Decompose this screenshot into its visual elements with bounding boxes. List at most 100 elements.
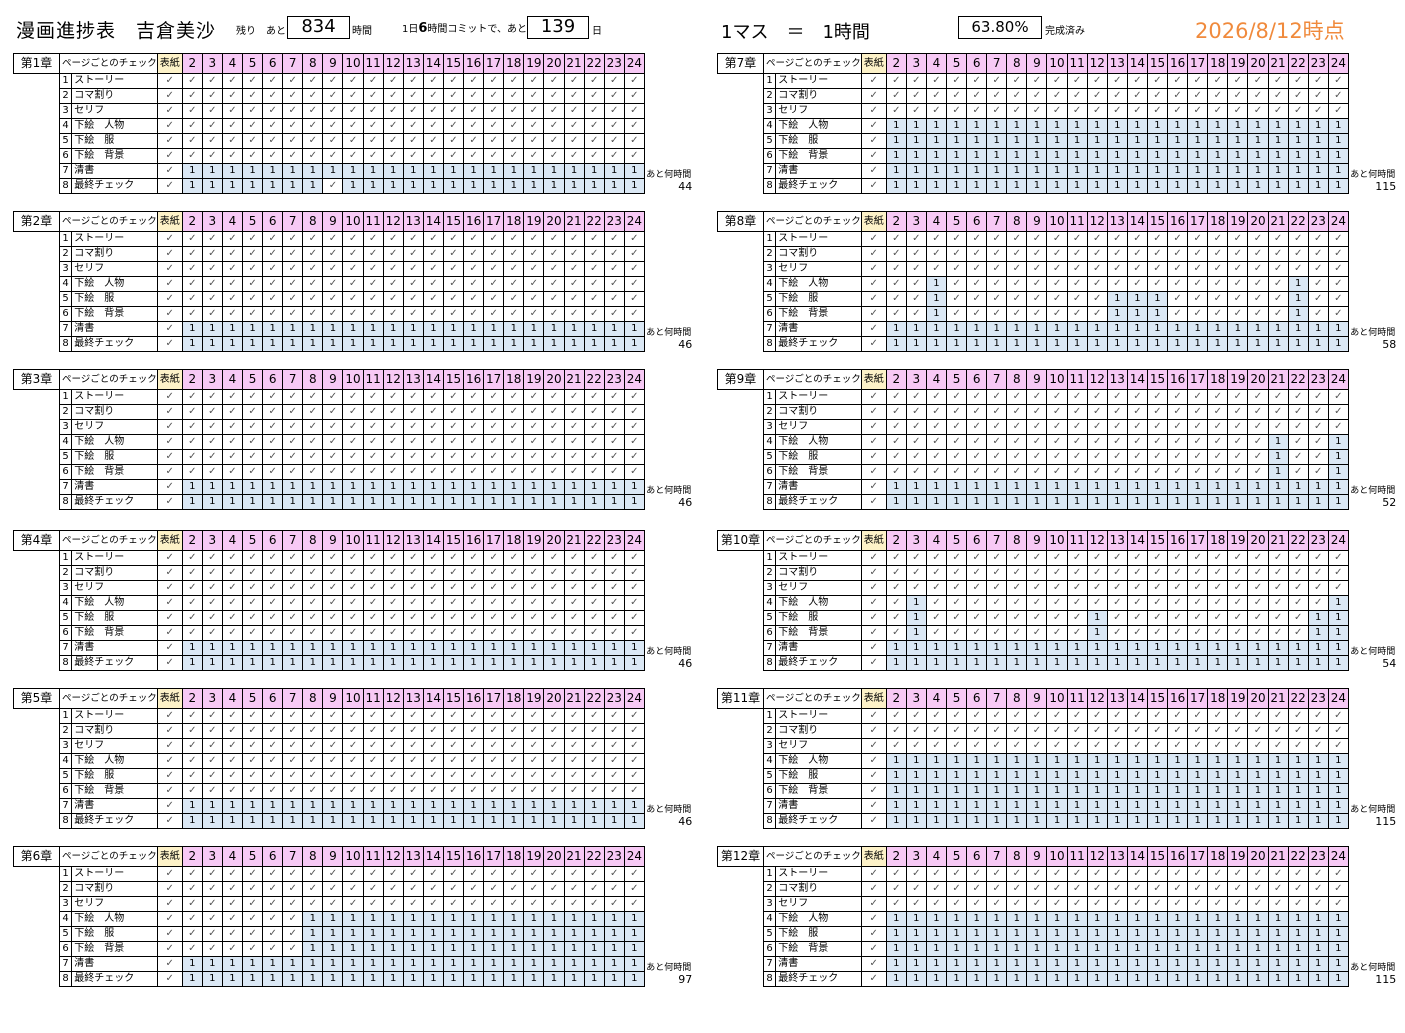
done-check-cell[interactable]: ✓ [442,261,465,277]
todo-hour-cell[interactable]: 1 [1187,768,1209,784]
done-check-cell[interactable]: ✓ [966,404,988,420]
todo-hour-cell[interactable]: 1 [583,926,605,942]
done-check-cell[interactable]: ✓ [1126,276,1148,292]
todo-hour-cell[interactable]: 1 [543,956,565,972]
cover-cell[interactable]: ✓ [156,610,183,626]
todo-hour-cell[interactable]: 1 [342,494,364,510]
done-check-cell[interactable]: ✓ [966,73,988,89]
todo-hour-cell[interactable]: 1 [945,911,968,927]
done-check-cell[interactable]: ✓ [402,276,424,292]
todo-hour-cell[interactable]: 1 [1247,941,1269,957]
todo-hour-cell[interactable]: 1 [905,798,927,814]
done-check-cell[interactable]: ✓ [342,246,364,262]
done-check-cell[interactable]: ✓ [986,896,1008,912]
done-check-cell[interactable]: ✓ [241,276,264,292]
done-check-cell[interactable]: ✓ [463,73,485,89]
cover-cell[interactable]: ✓ [860,231,887,247]
done-check-cell[interactable]: ✓ [563,881,585,897]
todo-hour-cell[interactable]: 1 [362,798,384,814]
done-check-cell[interactable]: ✓ [563,291,585,307]
done-check-cell[interactable]: ✓ [1106,610,1128,626]
todo-hour-cell[interactable]: 1 [623,494,645,510]
done-check-cell[interactable]: ✓ [603,625,625,641]
todo-hour-cell[interactable]: 1 [221,655,244,671]
todo-hour-cell[interactable]: 1 [885,118,907,134]
done-check-cell[interactable]: ✓ [543,261,565,277]
done-check-cell[interactable]: ✓ [1146,276,1169,292]
done-check-cell[interactable]: ✓ [302,464,324,480]
todo-hour-cell[interactable]: 1 [442,926,465,942]
todo-hour-cell[interactable]: 1 [966,971,988,987]
done-check-cell[interactable]: ✓ [1187,291,1209,307]
done-check-cell[interactable]: ✓ [483,753,505,769]
todo-hour-cell[interactable]: 1 [1327,971,1349,987]
done-check-cell[interactable]: ✓ [282,148,304,164]
done-check-cell[interactable]: ✓ [1247,404,1269,420]
done-check-cell[interactable]: ✓ [221,449,244,465]
done-check-cell[interactable]: ✓ [885,708,907,724]
todo-hour-cell[interactable]: 1 [342,336,364,352]
todo-hour-cell[interactable]: 1 [583,479,605,495]
done-check-cell[interactable]: ✓ [342,768,364,784]
todo-hour-cell[interactable]: 1 [925,941,948,957]
todo-hour-cell[interactable]: 1 [986,768,1008,784]
todo-hour-cell[interactable]: 1 [583,321,605,337]
done-check-cell[interactable]: ✓ [1086,708,1108,724]
done-check-cell[interactable]: ✓ [1287,231,1309,247]
done-check-cell[interactable]: ✓ [583,449,605,465]
done-check-cell[interactable]: ✓ [362,580,384,596]
todo-hour-cell[interactable]: 1 [885,494,907,510]
todo-hour-cell[interactable]: 1 [1267,768,1289,784]
done-check-cell[interactable]: ✓ [925,246,948,262]
todo-hour-cell[interactable]: 1 [885,479,907,495]
done-check-cell[interactable]: ✓ [503,246,525,262]
todo-hour-cell[interactable]: 1 [463,336,485,352]
todo-hour-cell[interactable]: 1 [1167,479,1189,495]
todo-hour-cell[interactable]: 1 [1066,336,1088,352]
done-check-cell[interactable]: ✓ [543,723,565,739]
todo-hour-cell[interactable]: 1 [966,640,988,656]
todo-hour-cell[interactable]: 1 [322,956,344,972]
done-check-cell[interactable]: ✓ [885,88,907,104]
done-check-cell[interactable]: ✓ [1126,231,1148,247]
done-check-cell[interactable]: ✓ [925,881,948,897]
done-check-cell[interactable]: ✓ [181,404,203,420]
todo-hour-cell[interactable]: 1 [966,163,988,179]
todo-hour-cell[interactable]: 1 [483,336,505,352]
done-check-cell[interactable]: ✓ [1267,580,1289,596]
cover-cell[interactable]: ✓ [156,971,183,987]
done-check-cell[interactable]: ✓ [623,723,645,739]
done-check-cell[interactable]: ✓ [382,866,404,882]
todo-hour-cell[interactable]: 1 [885,798,907,814]
done-check-cell[interactable]: ✓ [543,231,565,247]
todo-hour-cell[interactable]: 1 [1106,479,1128,495]
todo-hour-cell[interactable]: 1 [1327,941,1349,957]
done-check-cell[interactable]: ✓ [623,625,645,641]
todo-hour-cell[interactable]: 1 [925,926,948,942]
done-check-cell[interactable]: ✓ [322,246,344,262]
done-check-cell[interactable]: ✓ [563,73,585,89]
todo-hour-cell[interactable]: 1 [925,336,948,352]
todo-hour-cell[interactable]: 1 [1106,306,1128,322]
done-check-cell[interactable]: ✓ [322,783,344,799]
todo-hour-cell[interactable]: 1 [262,494,284,510]
done-check-cell[interactable]: ✓ [1307,565,1329,581]
done-check-cell[interactable]: ✓ [986,419,1008,435]
done-check-cell[interactable]: ✓ [1307,866,1329,882]
todo-hour-cell[interactable]: 1 [1126,655,1148,671]
done-check-cell[interactable]: ✓ [1227,449,1249,465]
done-check-cell[interactable]: ✓ [382,565,404,581]
done-check-cell[interactable]: ✓ [1086,550,1108,566]
done-check-cell[interactable]: ✓ [322,419,344,435]
todo-hour-cell[interactable]: 1 [905,911,927,927]
todo-hour-cell[interactable]: 1 [1026,783,1048,799]
cover-cell[interactable]: ✓ [860,580,887,596]
todo-hour-cell[interactable]: 1 [583,494,605,510]
cover-cell[interactable]: ✓ [860,449,887,465]
done-check-cell[interactable]: ✓ [1066,896,1088,912]
todo-hour-cell[interactable]: 1 [1146,640,1169,656]
done-check-cell[interactable]: ✓ [523,738,545,754]
done-check-cell[interactable]: ✓ [503,148,525,164]
todo-hour-cell[interactable]: 1 [463,911,485,927]
done-check-cell[interactable]: ✓ [262,419,284,435]
